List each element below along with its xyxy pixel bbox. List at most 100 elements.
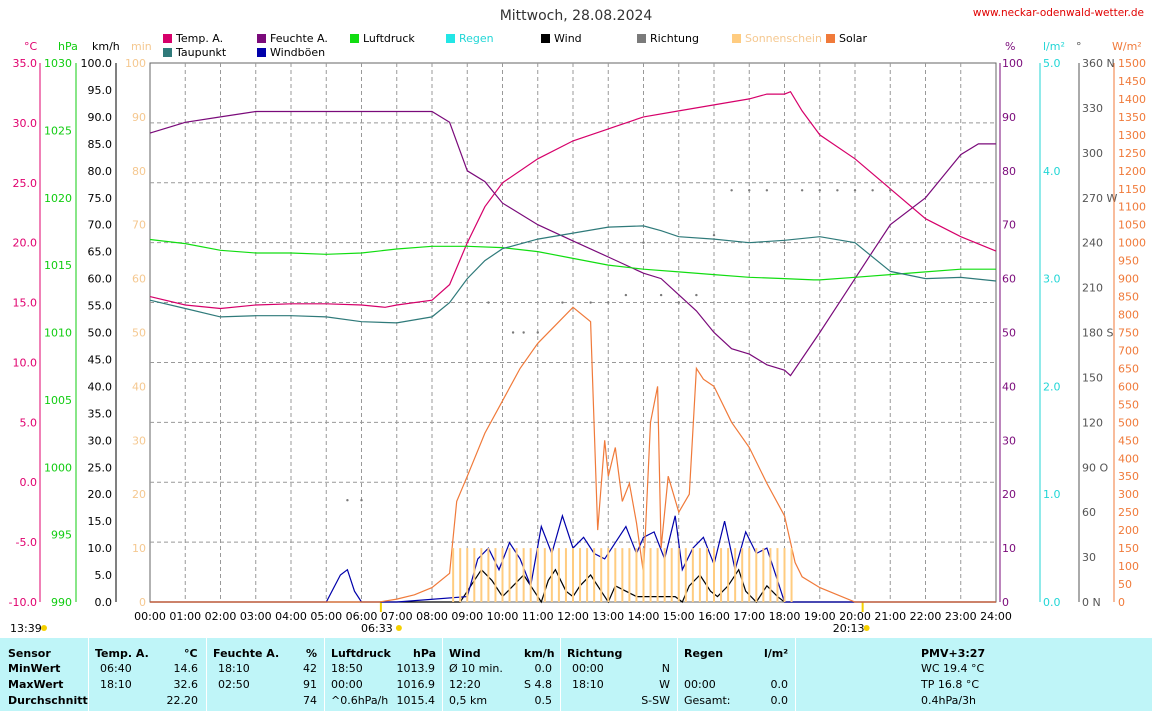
pressure-tick-label: 1010 bbox=[44, 327, 72, 340]
wind-tick-label: 5.0 bbox=[95, 569, 113, 582]
direction-tick-label: 150 bbox=[1082, 371, 1103, 384]
table-cell-rain-time: 00:00 bbox=[684, 678, 716, 691]
direction-point bbox=[748, 189, 751, 192]
solar-tick-label: 850 bbox=[1118, 291, 1139, 304]
minutes-tick-label: 10 bbox=[132, 542, 146, 555]
direction-tick-label: 240 bbox=[1082, 237, 1103, 250]
table-cell-wind-time: Ø 10 min. bbox=[449, 662, 503, 675]
legend-label: Sonnenschein bbox=[745, 32, 822, 45]
table-cell-dir-time: 00:00 bbox=[572, 662, 604, 675]
rain-tick-label: 3.0 bbox=[1043, 273, 1061, 286]
humidity-tick-label: 80 bbox=[1002, 165, 1016, 178]
time-tick-label: 01:00 bbox=[169, 610, 201, 623]
temp-tick-label: 20.0 bbox=[13, 237, 38, 250]
direction-axis-unit: ° bbox=[1076, 40, 1082, 53]
time-tick-label: 09:00 bbox=[451, 610, 483, 623]
wind-tick-label: 85.0 bbox=[88, 138, 113, 151]
direction-point bbox=[818, 189, 821, 192]
direction-point bbox=[487, 301, 490, 304]
solar-tick-label: 400 bbox=[1118, 452, 1139, 465]
temp-tick-label: -10.0 bbox=[9, 596, 37, 609]
solar-tick-label: 650 bbox=[1118, 362, 1139, 375]
solar-tick-label: 600 bbox=[1118, 380, 1139, 393]
table-cell-temp-val: 14.6 bbox=[173, 662, 199, 675]
time-tick-label: 02:00 bbox=[205, 610, 237, 623]
direction-point bbox=[659, 293, 663, 297]
pressure-tick-label: 1020 bbox=[44, 192, 72, 205]
pressure-tick-label: 1025 bbox=[44, 124, 72, 137]
solar-tick-label: 450 bbox=[1118, 434, 1139, 447]
weather-chart: °C 35.0 30.0 25.0 20.0 15.0 10.0 5.0 0.0 -5.0 -10.… bbox=[9, 7, 1146, 635]
direction-tick-label: 330 bbox=[1082, 102, 1103, 115]
solar-tick-label: 200 bbox=[1118, 524, 1139, 537]
solar-tick-label: 350 bbox=[1118, 470, 1139, 483]
table-cell-dir-val: W bbox=[659, 678, 670, 691]
time-tick-label: 17:00 bbox=[733, 610, 765, 623]
header-pressure-unit: hPa bbox=[413, 647, 437, 660]
pressure-tick-label: 1005 bbox=[44, 394, 72, 407]
solar-tick-label: 150 bbox=[1118, 542, 1139, 555]
table-cell-label: MaxWert bbox=[8, 678, 64, 691]
wind-tick-label: 20.0 bbox=[88, 488, 113, 501]
table-cell-hum-val: 42 bbox=[303, 662, 317, 675]
time-tick-label: 15:00 bbox=[663, 610, 695, 623]
minutes-tick-label: 30 bbox=[132, 434, 146, 447]
wind-tick-label: 15.0 bbox=[88, 515, 113, 528]
time-tick-label: 24:00 bbox=[980, 610, 1012, 623]
minutes-tick-label: 0 bbox=[139, 596, 146, 609]
direction-point bbox=[522, 331, 525, 334]
time-tick-label: 04:00 bbox=[275, 610, 307, 623]
series-line-solar bbox=[150, 306, 996, 603]
sun-icon bbox=[395, 625, 402, 631]
solar-tick-label: 1450 bbox=[1118, 75, 1146, 88]
direction-point bbox=[511, 331, 515, 334]
header-pressure: Luftdruck bbox=[331, 647, 391, 660]
direction-tick-label: 60 bbox=[1082, 506, 1096, 519]
wind-tick-label: 90.0 bbox=[88, 111, 113, 124]
legend-swatch bbox=[257, 48, 266, 57]
sun-icon bbox=[41, 625, 47, 631]
legend-swatch bbox=[446, 34, 455, 43]
table-cell-rain-val: 0.0 bbox=[770, 694, 789, 707]
legend-label: Wind bbox=[554, 32, 582, 45]
table-cell-extra: WC 19.4 °C bbox=[921, 662, 985, 675]
legend-label: Windböen bbox=[270, 46, 325, 59]
humidity-tick-label: 20 bbox=[1002, 488, 1016, 501]
legend-swatch bbox=[732, 34, 741, 43]
solar-tick-label: 700 bbox=[1118, 344, 1139, 357]
direction-point bbox=[624, 293, 628, 297]
solar-tick-label: 900 bbox=[1118, 273, 1139, 286]
chart-grid bbox=[149, 62, 997, 603]
wind-axis-unit: km/h bbox=[92, 40, 120, 53]
table-cell-dir-time: 18:10 bbox=[572, 678, 604, 691]
humidity-axis-unit: % bbox=[1005, 40, 1015, 53]
solar-tick-label: 1250 bbox=[1118, 147, 1146, 160]
solar-tick-label: 950 bbox=[1118, 255, 1139, 268]
legend-label: Feuchte A. bbox=[270, 32, 328, 45]
wind-tick-label: 25.0 bbox=[88, 461, 113, 474]
solar-tick-label: 1050 bbox=[1118, 219, 1146, 232]
solar-tick-label: 1400 bbox=[1118, 93, 1146, 106]
table-cell-extra: 0.4hPa/3h bbox=[921, 694, 977, 707]
time-tick-label: 08:00 bbox=[416, 610, 448, 623]
wind-tick-label: 75.0 bbox=[88, 192, 113, 205]
solar-tick-label: 1000 bbox=[1118, 237, 1146, 250]
direction-point bbox=[889, 189, 892, 192]
time-tick-label: 18:00 bbox=[769, 610, 801, 623]
time-tick-label: 23:00 bbox=[945, 610, 977, 623]
current-time: 13:39 bbox=[10, 622, 42, 635]
minutes-tick-label: 80 bbox=[132, 165, 146, 178]
header-temp: Temp. A. bbox=[95, 647, 149, 660]
minutes-tick-label: 40 bbox=[132, 380, 146, 393]
time-tick-label: 11:00 bbox=[522, 610, 554, 623]
direction-point bbox=[561, 301, 564, 304]
temp-tick-label: 15.0 bbox=[13, 297, 38, 310]
direction-point bbox=[712, 233, 716, 237]
header-pmv: PMV+3:27 bbox=[921, 647, 986, 660]
header-sensor: Sensor bbox=[8, 647, 51, 660]
direction-point bbox=[871, 189, 874, 192]
direction-tick-label: 180 S bbox=[1082, 327, 1113, 340]
pressure-tick-label: 1030 bbox=[44, 57, 72, 70]
humidity-tick-label: 90 bbox=[1002, 111, 1016, 124]
time-tick-label: 05:00 bbox=[310, 610, 342, 623]
